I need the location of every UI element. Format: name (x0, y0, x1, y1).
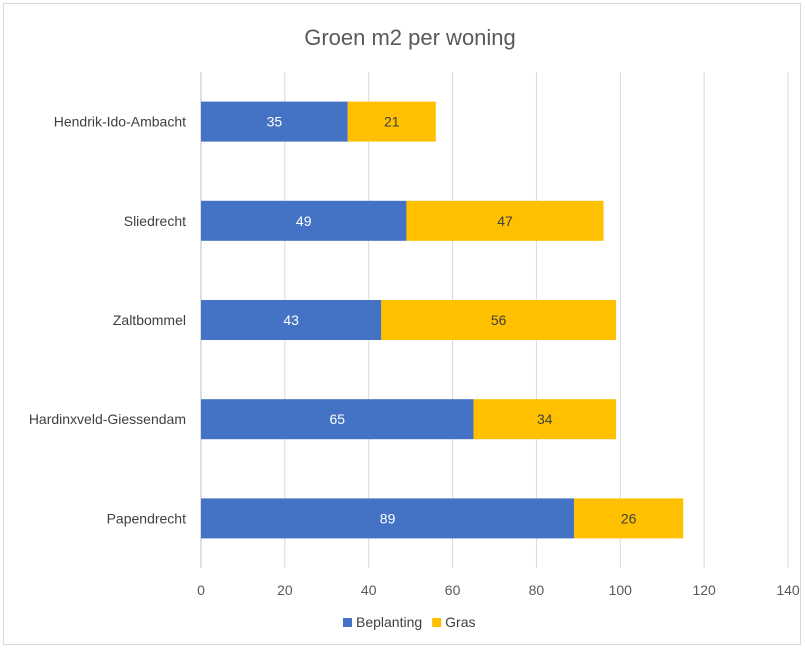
data-label: 49 (296, 213, 312, 229)
category-label: Hardinxveld-Giessendam (29, 411, 186, 427)
x-tick-label: 120 (692, 582, 716, 598)
legend-swatch-gras (432, 618, 442, 627)
bar-gras (406, 200, 604, 241)
data-label: 26 (621, 510, 637, 526)
chart-title: Groen m2 per woning (304, 25, 516, 50)
x-tick-label: 80 (529, 582, 545, 598)
bar-beplanting (201, 498, 575, 539)
bar-gras (473, 399, 617, 440)
data-label: 65 (329, 411, 345, 427)
bars: 35 21 49 47 43 56 65 34 89 26 (201, 101, 684, 539)
legend-label-gras: Gras (445, 614, 475, 630)
data-label: 35 (267, 114, 283, 130)
x-tick-label: 20 (277, 582, 293, 598)
bar-beplanting (201, 200, 407, 241)
data-label: 56 (491, 312, 507, 328)
x-tick-label: 140 (776, 582, 800, 598)
x-tick-label: 100 (609, 582, 633, 598)
data-label: 34 (537, 411, 553, 427)
category-label: Papendrecht (107, 510, 187, 526)
bar-gras (347, 101, 436, 142)
x-tick-label: 0 (197, 582, 205, 598)
legend-label-beplanting: Beplanting (356, 614, 422, 630)
x-tick-label: 40 (361, 582, 377, 598)
category-label: Hendrik-Ido-Ambacht (54, 114, 186, 130)
category-label: Zaltbommel (113, 312, 186, 328)
bar-gras (574, 498, 684, 539)
bar-beplanting (201, 101, 348, 142)
bar-beplanting (201, 300, 382, 340)
data-label: 21 (384, 114, 400, 130)
data-label: 43 (283, 312, 299, 328)
bar-beplanting (201, 399, 474, 440)
bar-gras (381, 300, 617, 340)
category-label: Sliedrecht (124, 213, 186, 229)
x-tick-labels: 0 20 40 60 80 100 120 140 (197, 582, 800, 598)
legend: Beplanting Gras (343, 614, 476, 630)
category-labels: Hendrik-Ido-Ambacht Sliedrecht Zaltbommel H… (29, 114, 186, 527)
x-tick-label: 60 (445, 582, 461, 598)
data-label: 47 (497, 213, 513, 229)
data-label: 89 (380, 510, 396, 526)
legend-swatch-beplanting (343, 618, 352, 627)
